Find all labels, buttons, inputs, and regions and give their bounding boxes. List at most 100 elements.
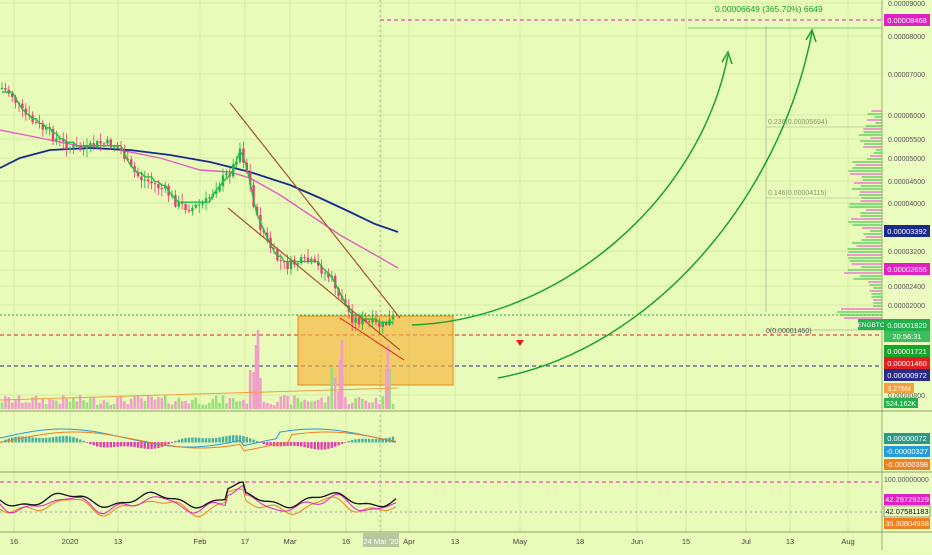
volume-profile-bar: [871, 293, 882, 295]
candle: [225, 169, 228, 179]
volume-bar: [337, 390, 340, 409]
macd-histogram-bar: [279, 442, 282, 447]
candle: [153, 181, 157, 193]
volume-profile-bar: [856, 245, 882, 247]
candle: [204, 191, 208, 211]
time-tick-label: 24 Mar '20: [363, 537, 398, 546]
volume-tag-1: 3.276M: [884, 383, 914, 393]
candle: [194, 203, 197, 210]
price-tick-label: 0.00009000: [888, 1, 925, 8]
volume-profile-bar: [869, 290, 882, 292]
fib-label-0: 0(0.00001460): [766, 328, 812, 335]
volume-bar: [85, 402, 89, 409]
candle: [323, 269, 327, 281]
price-tick-label: 0.00005000: [888, 156, 925, 163]
volume-bar: [252, 372, 255, 409]
volume-bar: [371, 402, 374, 409]
volume-profile-bar: [859, 194, 882, 196]
volume-profile-bar: [863, 233, 882, 235]
candle: [238, 143, 242, 164]
time-tick-label: 16: [10, 537, 18, 546]
volume-bar: [378, 404, 381, 409]
volume-bar: [381, 396, 385, 409]
macd-histogram-bar: [337, 442, 340, 446]
volume-bar: [133, 395, 136, 409]
svg-text:-0.00000398: -0.00000398: [886, 460, 928, 469]
macd-histogram-bar: [102, 442, 106, 448]
macd-histogram-bar: [68, 436, 72, 443]
volume-bar: [228, 397, 232, 409]
volume-profile-bar: [839, 314, 882, 316]
macd-histogram-bar: [225, 436, 228, 443]
wedge-lower-trendline[interactable]: [227, 207, 401, 351]
volume-profile-bar: [848, 170, 882, 172]
macd-histogram-bar: [72, 437, 75, 443]
macd-histogram-bar: [116, 442, 119, 447]
volume-bar: [310, 401, 313, 409]
accumulation-box[interactable]: [297, 315, 454, 386]
fib-label-0236: 0.236(0.00005694): [768, 119, 827, 126]
volume-bar: [320, 397, 323, 409]
candle: [150, 172, 153, 190]
macd-histogram-bar: [174, 440, 177, 443]
wedge-upper-trendline[interactable]: [229, 102, 401, 319]
macd-histogram-bar: [255, 441, 259, 443]
volume-profile-bar: [873, 299, 882, 301]
candle: [252, 180, 255, 209]
volume-bar: [143, 400, 147, 409]
volume-profile-bar: [865, 209, 882, 211]
time-tick-label: 17: [241, 537, 249, 546]
svg-text:42.29729229: 42.29729229: [885, 495, 929, 504]
volume-bar: [265, 402, 269, 409]
macd-histogram-bar: [45, 437, 48, 443]
volume-bar: [51, 400, 55, 409]
macd-histogram-bar: [378, 438, 381, 443]
macd-histogram-bar: [357, 438, 361, 443]
volume-bar: [140, 398, 143, 409]
volume-spike: [256, 330, 260, 409]
macd-histogram-bar: [320, 442, 323, 450]
price-tag-green: 0.00001721: [884, 345, 930, 357]
svg-text:0.00001820: 0.00001820: [887, 321, 927, 330]
volume-bar: [296, 397, 300, 409]
macd-histogram-bar: [198, 437, 201, 443]
macd-histogram-bar: [113, 442, 116, 448]
volume-bar: [61, 395, 65, 409]
volume-profile-bar: [862, 227, 882, 229]
svg-text:0.00008468: 0.00008468: [887, 16, 927, 25]
volume-bar: [384, 369, 388, 409]
volume-bar: [109, 404, 113, 409]
stoch-tag-3: 35.30804938: [884, 518, 930, 529]
macd-histogram-bar: [58, 436, 61, 443]
candle: [289, 256, 293, 275]
volume-bar: [180, 401, 184, 409]
price-tag-current: 0.00001820: [884, 319, 930, 331]
macd-tag-2: -0.00000327: [884, 446, 930, 457]
macd-histogram-bar: [153, 442, 157, 449]
volume-profile-bar: [875, 122, 882, 124]
volume-profile-bar: [870, 155, 882, 157]
trailing-step-line: [2, 91, 393, 324]
candle: [79, 141, 82, 152]
price-axis-ticks: 0.00009000 0.00008000 0.00007000 0.00006000…: [888, 1, 925, 400]
macd-histogram-bar: [344, 442, 347, 443]
projection-arrow-long[interactable]: [497, 31, 813, 379]
volume-bar: [323, 402, 327, 409]
volume-bar: [58, 403, 62, 409]
volume-profile-bar: [867, 113, 882, 115]
macd-histogram-bar: [147, 442, 150, 449]
volume-bar: [197, 403, 201, 409]
candle: [368, 319, 371, 328]
macd-histogram-bar: [201, 438, 204, 443]
svg-text:0.00000972: 0.00000972: [887, 371, 927, 380]
candle: [65, 133, 68, 157]
projection-arrow-short[interactable]: [411, 54, 729, 326]
projection-arrow-short-head: [721, 50, 733, 65]
candle: [310, 256, 313, 265]
macd-histogram-bar: [238, 435, 242, 443]
candle: [72, 141, 75, 155]
volume-profile-bar: [873, 152, 882, 154]
macd-histogram-bar: [204, 438, 208, 443]
volume-bar: [333, 377, 337, 409]
